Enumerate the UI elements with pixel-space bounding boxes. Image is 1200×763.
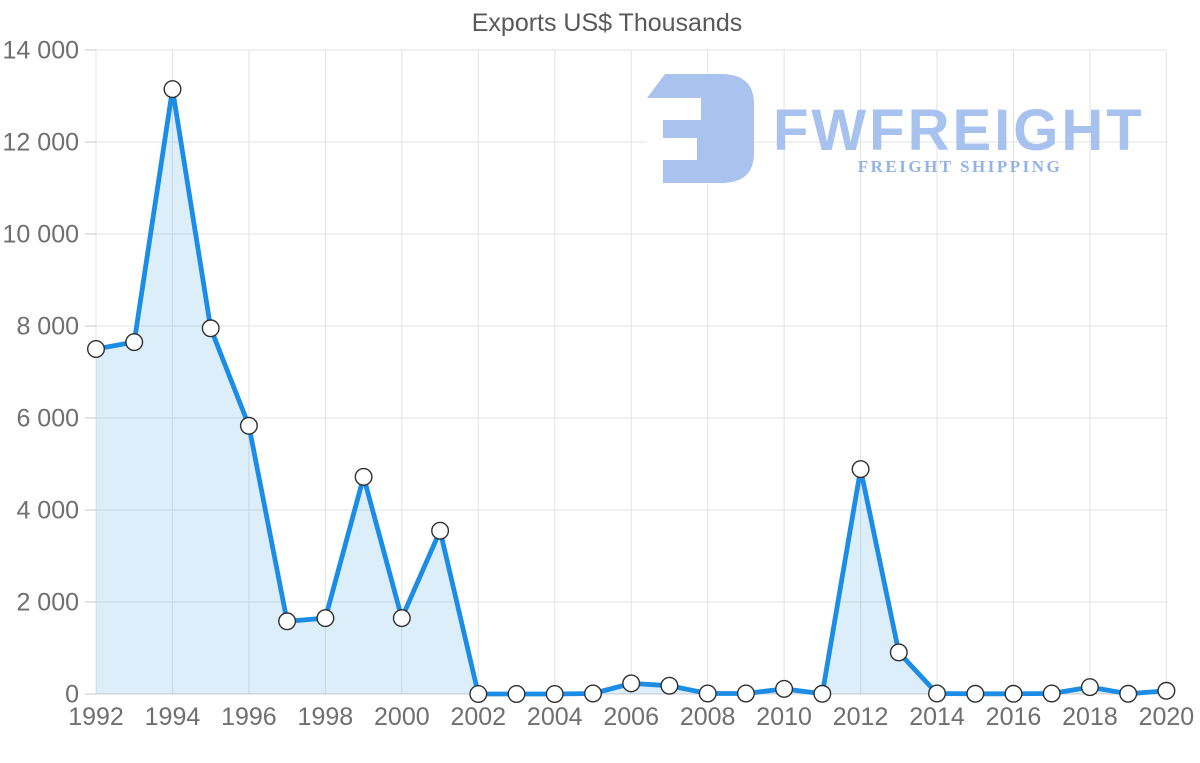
y-axis-label: 4 000	[16, 497, 79, 525]
data-point-marker[interactable]	[125, 333, 144, 352]
data-point-marker[interactable]	[966, 684, 985, 703]
data-point-marker[interactable]	[1004, 684, 1023, 703]
x-axis-label: 2014	[909, 703, 965, 731]
x-axis-label: 2020	[1139, 703, 1195, 731]
x-axis-label: 2004	[527, 703, 583, 731]
data-point-marker[interactable]	[698, 684, 717, 703]
data-point-marker[interactable]	[1157, 681, 1176, 700]
data-point-marker[interactable]	[278, 612, 297, 631]
axis-layer: 1992 1994 1996 1998 2000 2002 2004 2006 2008 2010…	[3, 37, 1195, 732]
x-axis-label: 1998	[298, 703, 354, 731]
x-axis-label: 2018	[1062, 703, 1118, 731]
watermark-brand-text: FWFREIGHT	[773, 98, 1145, 163]
data-point-marker[interactable]	[507, 685, 526, 704]
x-axis-label: 2008	[680, 703, 736, 731]
x-axis-label: 2010	[756, 703, 812, 731]
data-point-marker[interactable]	[86, 340, 105, 359]
area-fill	[96, 89, 1167, 695]
data-point-marker[interactable]	[163, 80, 182, 99]
y-axis-label: 6 000	[16, 405, 79, 433]
y-axis-label: 8 000	[16, 313, 79, 341]
x-axis-label: 2016	[986, 703, 1042, 731]
chart-title: Exports US$ Thousands	[472, 9, 743, 37]
watermark-logo: FWFREIGHT FREIGHT SHIPPING	[647, 74, 1145, 183]
data-point-marker[interactable]	[660, 676, 679, 695]
data-point-marker[interactable]	[622, 674, 641, 693]
data-point-marker[interactable]	[928, 684, 947, 703]
watermark-tagline-text: FREIGHT SHIPPING	[858, 157, 1063, 176]
data-point-marker[interactable]	[469, 685, 488, 704]
data-point-marker[interactable]	[584, 684, 603, 703]
y-axis-label: 2 000	[16, 589, 79, 617]
data-point-marker[interactable]	[775, 679, 794, 698]
x-axis-label: 2012	[833, 703, 889, 731]
data-point-marker[interactable]	[545, 685, 564, 704]
data-point-marker[interactable]	[239, 416, 258, 435]
data-point-marker[interactable]	[201, 319, 220, 338]
y-axis-label: 14 000	[3, 37, 79, 65]
data-point-marker[interactable]	[851, 460, 870, 479]
data-point-marker[interactable]	[813, 684, 832, 703]
data-point-marker[interactable]	[1080, 678, 1099, 697]
x-axis-label: 1992	[68, 703, 124, 731]
data-point-marker[interactable]	[392, 609, 411, 628]
x-axis-label: 2000	[374, 703, 430, 731]
data-point-marker[interactable]	[889, 643, 908, 662]
data-point-marker[interactable]	[316, 609, 335, 628]
x-axis-label: 1994	[145, 703, 201, 731]
data-point-marker[interactable]	[1042, 684, 1061, 703]
grid-layer	[85, 49, 1167, 695]
data-point-marker[interactable]	[354, 467, 373, 486]
fw-logo-icon	[647, 74, 754, 183]
y-axis-label: 12 000	[3, 129, 79, 157]
y-axis-label: 10 000	[3, 221, 79, 249]
data-point-marker[interactable]	[1119, 684, 1138, 703]
data-point-marker[interactable]	[431, 521, 450, 540]
series-layer	[86, 80, 1176, 704]
y-axis-label: 0	[65, 681, 79, 709]
x-axis-label: 2006	[603, 703, 659, 731]
data-point-marker[interactable]	[736, 684, 755, 703]
x-axis-label: 1996	[221, 703, 277, 731]
x-axis-label: 2002	[450, 703, 506, 731]
